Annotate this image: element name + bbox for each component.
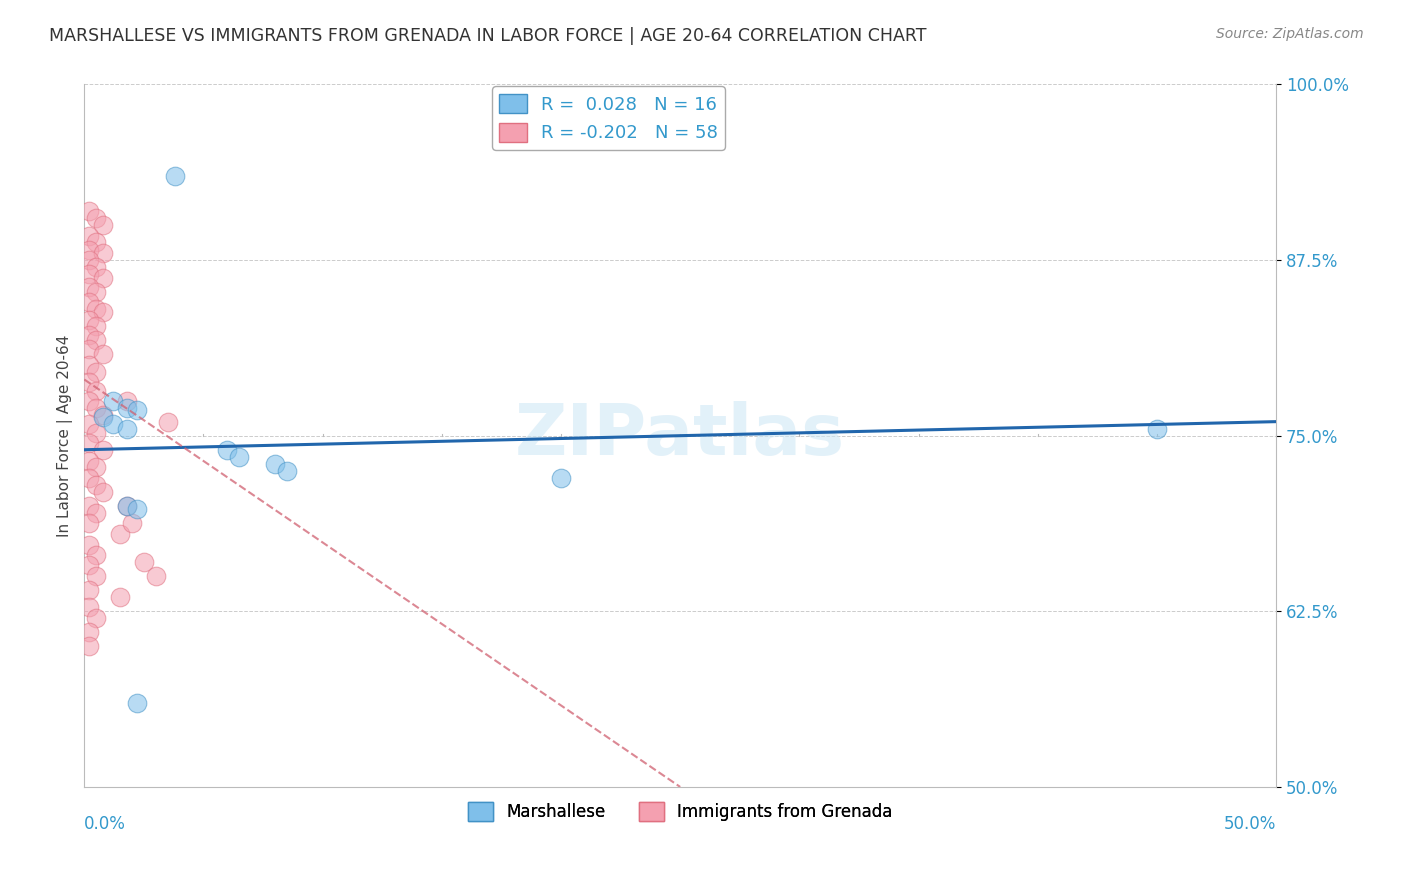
Point bbox=[108, 527, 131, 541]
Point bbox=[77, 253, 100, 268]
Point bbox=[264, 457, 287, 471]
Point bbox=[115, 393, 138, 408]
Point bbox=[84, 548, 107, 562]
Point bbox=[77, 600, 100, 615]
Point bbox=[125, 696, 148, 710]
Text: 50.0%: 50.0% bbox=[1223, 815, 1277, 833]
Point bbox=[84, 569, 107, 583]
Point bbox=[93, 271, 115, 285]
Point bbox=[77, 342, 100, 356]
Point bbox=[77, 327, 100, 342]
Point bbox=[125, 403, 148, 417]
Point bbox=[156, 415, 179, 429]
Text: Source: ZipAtlas.com: Source: ZipAtlas.com bbox=[1216, 27, 1364, 41]
Point bbox=[77, 376, 100, 390]
Point bbox=[93, 442, 115, 457]
Point bbox=[84, 478, 107, 492]
Point bbox=[84, 235, 107, 249]
Point bbox=[84, 366, 107, 380]
Point bbox=[77, 435, 100, 450]
Point bbox=[77, 393, 100, 408]
Point bbox=[84, 506, 107, 520]
Point bbox=[132, 555, 155, 569]
Point bbox=[93, 484, 115, 499]
Point bbox=[77, 244, 100, 258]
Point bbox=[84, 401, 107, 415]
Point bbox=[77, 267, 100, 281]
Point bbox=[77, 516, 100, 530]
Point bbox=[77, 625, 100, 640]
Point bbox=[93, 246, 115, 260]
Point bbox=[101, 393, 124, 408]
Point bbox=[550, 471, 572, 485]
Point bbox=[115, 499, 138, 513]
Point bbox=[77, 454, 100, 468]
Point bbox=[108, 591, 131, 605]
Point bbox=[84, 384, 107, 398]
Point bbox=[276, 464, 298, 478]
Point bbox=[77, 538, 100, 552]
Point bbox=[217, 442, 239, 457]
Point bbox=[115, 401, 138, 415]
Point bbox=[125, 501, 148, 516]
Point bbox=[1146, 422, 1168, 436]
Text: 0.0%: 0.0% bbox=[84, 815, 127, 833]
Point bbox=[84, 459, 107, 474]
Point bbox=[84, 425, 107, 440]
Point bbox=[115, 499, 138, 513]
Point bbox=[77, 499, 100, 513]
Point bbox=[93, 305, 115, 319]
Legend: Marshallese, Immigrants from Grenada: Marshallese, Immigrants from Grenada bbox=[461, 796, 900, 828]
Point bbox=[93, 218, 115, 232]
Point bbox=[77, 583, 100, 598]
Point bbox=[163, 169, 186, 183]
Point bbox=[77, 295, 100, 310]
Point bbox=[77, 359, 100, 373]
Point bbox=[84, 211, 107, 225]
Point bbox=[77, 229, 100, 244]
Text: ZIPatlas: ZIPatlas bbox=[515, 401, 845, 470]
Point bbox=[93, 347, 115, 361]
Point bbox=[77, 203, 100, 218]
Point bbox=[84, 260, 107, 274]
Point bbox=[77, 279, 100, 293]
Point bbox=[84, 302, 107, 317]
Point bbox=[77, 471, 100, 485]
Point bbox=[84, 611, 107, 625]
Point bbox=[228, 450, 250, 464]
Point bbox=[77, 558, 100, 572]
Point bbox=[77, 417, 100, 432]
Text: MARSHALLESE VS IMMIGRANTS FROM GRENADA IN LABOR FORCE | AGE 20-64 CORRELATION CH: MARSHALLESE VS IMMIGRANTS FROM GRENADA I… bbox=[49, 27, 927, 45]
Point bbox=[77, 313, 100, 327]
Point bbox=[84, 319, 107, 334]
Y-axis label: In Labor Force | Age 20-64: In Labor Force | Age 20-64 bbox=[58, 334, 73, 537]
Point bbox=[115, 422, 138, 436]
Point bbox=[84, 333, 107, 347]
Point bbox=[121, 516, 143, 530]
Point bbox=[77, 640, 100, 654]
Point bbox=[101, 417, 124, 432]
Point bbox=[93, 408, 115, 422]
Point bbox=[84, 285, 107, 300]
Point bbox=[93, 410, 115, 425]
Point bbox=[145, 569, 167, 583]
